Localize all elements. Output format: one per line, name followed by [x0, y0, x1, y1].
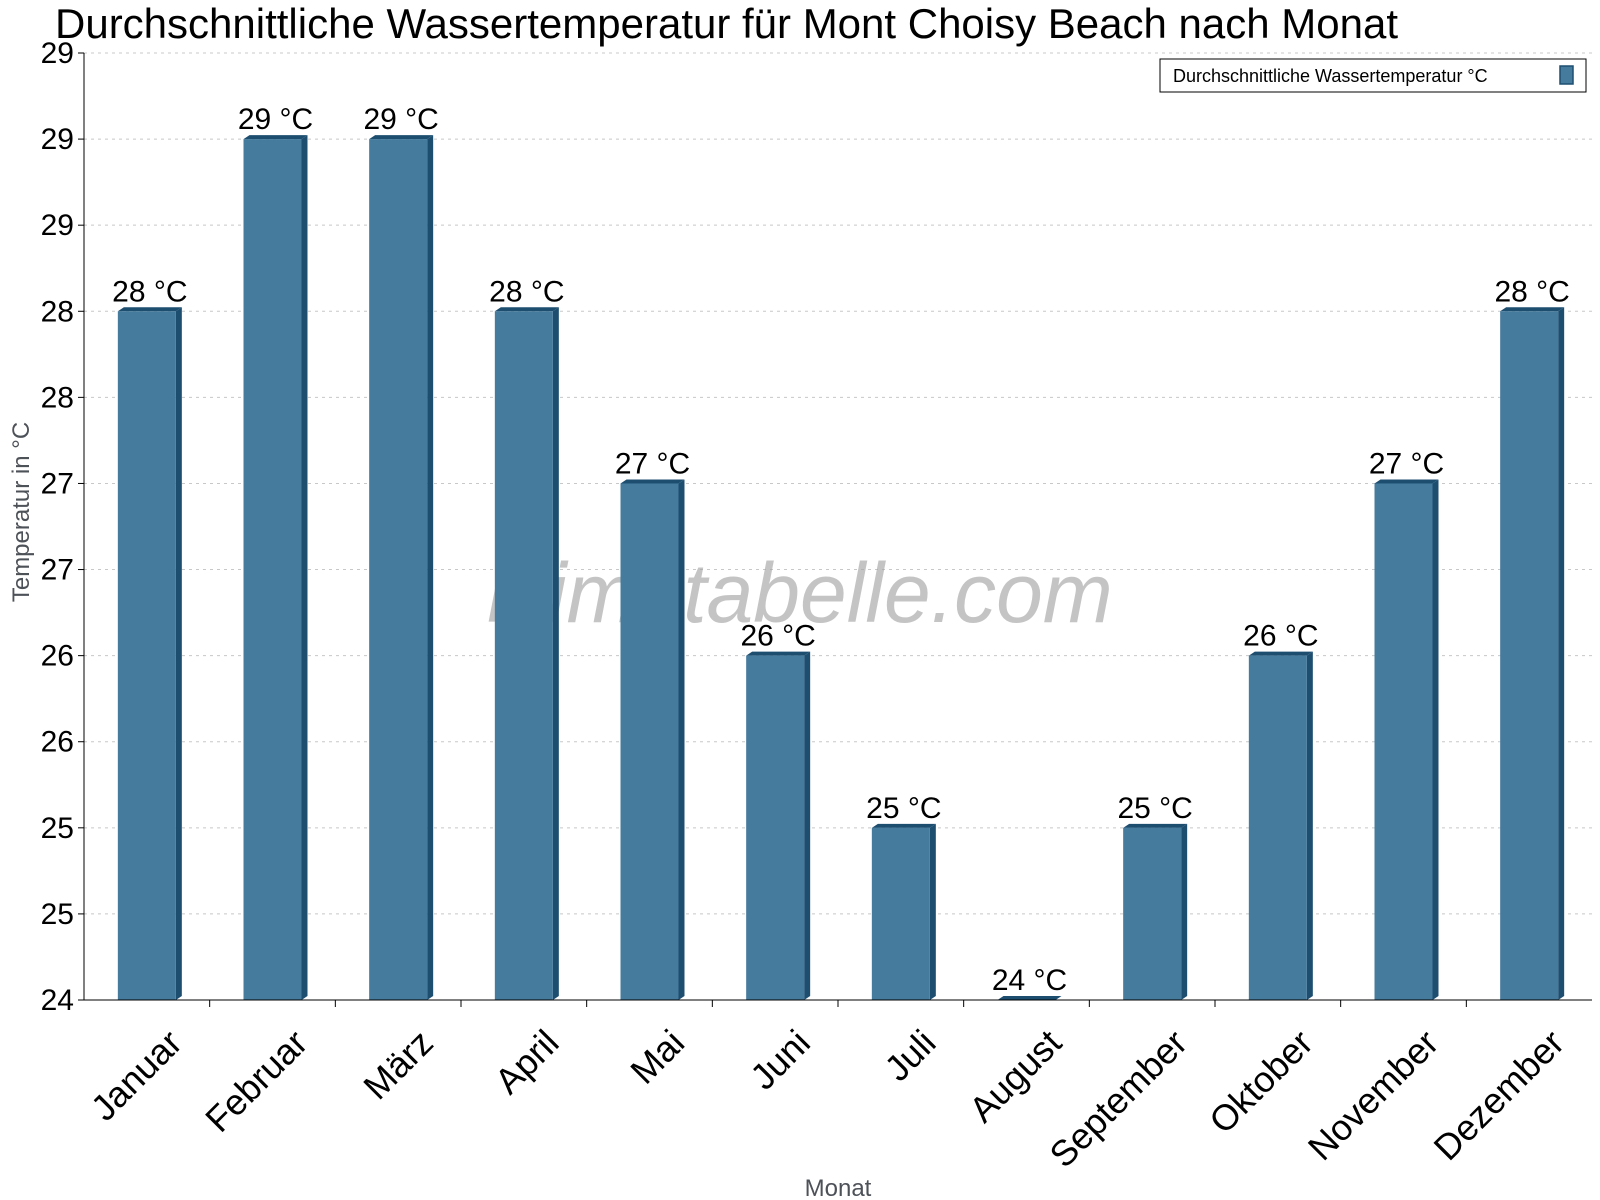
- x-tick-label: April: [487, 1022, 567, 1102]
- bar-side: [678, 479, 685, 1000]
- bar-juli: [871, 823, 936, 1000]
- bar-februar: [243, 135, 308, 1000]
- bar-dezember: [1500, 307, 1565, 1001]
- x-tick-label: August: [961, 1022, 1069, 1130]
- bar-top: [1500, 307, 1565, 312]
- y-tick-label: 26: [41, 640, 74, 673]
- legend: Durchschnittliche Wassertemperatur °C: [1159, 58, 1587, 93]
- y-tick-label: 25: [41, 898, 74, 931]
- bar-top: [369, 135, 434, 140]
- bar-front: [243, 139, 302, 1000]
- bar-top: [746, 651, 811, 656]
- data-label: 28 °C: [489, 275, 564, 308]
- x-tick-label: Juli: [876, 1022, 943, 1089]
- bar-oktober: [1248, 651, 1313, 1000]
- y-axis-title: Temperatur in °C: [8, 422, 35, 602]
- bar-side: [301, 135, 308, 1000]
- data-label: 28 °C: [112, 275, 187, 308]
- y-tick-label: 26: [41, 726, 74, 759]
- bars: [117, 135, 1565, 1001]
- grid-lines: [84, 52, 1592, 915]
- x-tick-label: September: [1041, 1022, 1195, 1176]
- x-tick-label: Januar: [83, 1022, 190, 1129]
- y-tick-label: 28: [41, 295, 74, 328]
- y-tick-label: 24: [41, 984, 74, 1017]
- bar-front: [620, 483, 679, 1000]
- x-tick-label: November: [1300, 1022, 1446, 1168]
- data-label: 29 °C: [238, 103, 313, 136]
- legend-swatch: [1559, 65, 1574, 85]
- data-label: 27 °C: [615, 447, 690, 480]
- bar-front: [871, 827, 930, 1000]
- bar-side: [804, 651, 811, 1000]
- bar-november: [1374, 479, 1439, 1000]
- bar-top: [997, 996, 1062, 1000]
- bar-mai: [620, 479, 685, 1000]
- bar-märz: [369, 135, 434, 1000]
- y-tick-label: 29: [41, 123, 74, 156]
- legend-box: [1159, 58, 1587, 93]
- bar-top: [1374, 479, 1439, 484]
- y-tick-label: 29: [41, 37, 74, 70]
- bar-top: [1123, 823, 1188, 828]
- bar-juni: [746, 651, 811, 1000]
- data-label: 29 °C: [363, 103, 438, 136]
- y-tick-label: 29: [41, 209, 74, 242]
- y-tick-label: 25: [41, 812, 74, 845]
- axes: [78, 52, 1592, 1007]
- bar-september: [1123, 823, 1188, 1000]
- bar-front: [1374, 483, 1433, 1000]
- bar-top: [117, 307, 182, 312]
- x-tick-label: Mai: [622, 1022, 692, 1092]
- bar-side: [427, 135, 434, 1000]
- bar-side: [929, 823, 936, 1000]
- bar-top: [871, 823, 936, 828]
- y-tick-label: 28: [41, 381, 74, 414]
- bar-front: [369, 139, 428, 1000]
- bar-side: [552, 307, 559, 1001]
- data-label: 28 °C: [1494, 275, 1569, 308]
- data-label: 27 °C: [1369, 447, 1444, 480]
- bar-top: [1248, 651, 1313, 656]
- x-axis-title: Monat: [805, 1175, 872, 1200]
- data-label: 26 °C: [1243, 620, 1318, 653]
- bar-front: [746, 655, 805, 1000]
- bar-august: [997, 996, 1062, 1000]
- watermark: klimatabelle.com: [487, 546, 1113, 640]
- bar-front: [1248, 655, 1307, 1000]
- bar-top: [620, 479, 685, 484]
- y-tick-label: 27: [41, 467, 74, 500]
- x-tick-label: Februar: [197, 1022, 315, 1140]
- bar-front: [1123, 827, 1182, 1000]
- bar-front: [117, 311, 176, 1001]
- chart-title: Durchschnittliche Wassertemperatur für M…: [55, 0, 1398, 47]
- y-tick-label: 27: [41, 554, 74, 587]
- data-label: 26 °C: [740, 620, 815, 653]
- bar-top: [494, 307, 559, 312]
- data-labels: 28 °C 29 °C 29 °C 28 °C 27 °C 26 °C 25 °C 24 °C…: [112, 103, 1570, 997]
- x-tick-label: Oktober: [1201, 1022, 1321, 1142]
- legend-label: Durchschnittliche Wassertemperatur °C: [1173, 66, 1488, 86]
- x-tick-label: Juni: [742, 1022, 818, 1098]
- x-tick-label: März: [355, 1022, 441, 1108]
- data-label: 24 °C: [992, 964, 1067, 997]
- bar-side: [175, 307, 182, 1001]
- bar-januar: [117, 307, 182, 1001]
- bar-side: [1306, 651, 1313, 1000]
- bar-front: [1500, 311, 1559, 1001]
- bar-side: [1432, 479, 1439, 1000]
- data-label: 25 °C: [1117, 792, 1192, 825]
- bar-side: [1181, 823, 1188, 1000]
- bar-april: [494, 307, 559, 1001]
- bar-front: [494, 311, 553, 1001]
- bar-top: [243, 135, 308, 140]
- x-tick-label: Dezember: [1426, 1022, 1572, 1168]
- data-label: 25 °C: [866, 792, 941, 825]
- bar-side: [1558, 307, 1565, 1001]
